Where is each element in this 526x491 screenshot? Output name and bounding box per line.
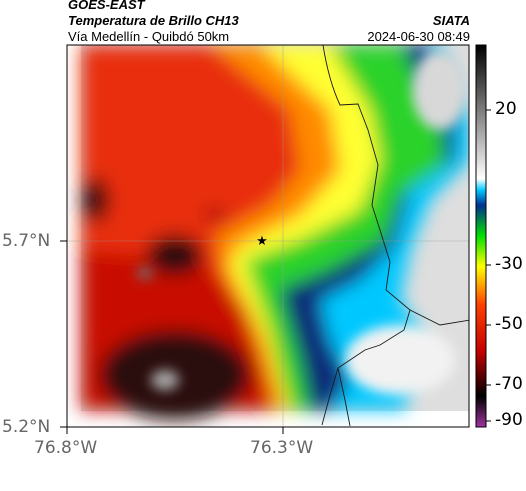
brightness-temperature-field [81,45,469,420]
satellite-name: GOES-EAST [68,0,145,12]
route-subtitle: Vía Medellín - Quibdó 50km [68,29,230,44]
boundary-east [409,309,469,326]
product-title: Temperatura de Brillo CH13 [68,13,239,28]
star-icon: ★ [256,234,268,249]
warm-clear-ne [412,50,468,130]
source-label: SIATA [432,13,470,28]
colorbar-tick-label: -90 [495,410,523,430]
boundary-main [321,45,411,426]
x-tick-label: 76.3°W [250,438,314,458]
grid-lines [67,45,469,427]
colorbar-tick-label: -50 [495,314,523,334]
colorbar-tick-label: -70 [495,374,523,394]
overshooting-top [151,370,179,390]
cold-cloud-west [81,178,109,222]
colorbar-tick-label: -30 [495,254,523,274]
colorbar-tick-label: 20 [495,99,517,119]
cold-cloud-spot [203,209,227,221]
overshooting-top-small [137,267,153,279]
y-tick-label: 5.7°N [2,231,51,251]
cold-cloud-center [147,235,203,275]
x-tick-label: 76.8°W [34,438,98,458]
y-tick-label: 5.2°N [2,417,51,437]
warm-clear-area [345,325,455,395]
boundary-south [337,367,351,427]
plot-frame [66,44,470,428]
colorbar [475,44,487,428]
axis-ticks [60,240,284,434]
colorbar-ticks [486,109,491,422]
boundary-lines [321,45,469,427]
timestamp: 2024-06-30 08:49 [367,29,470,44]
